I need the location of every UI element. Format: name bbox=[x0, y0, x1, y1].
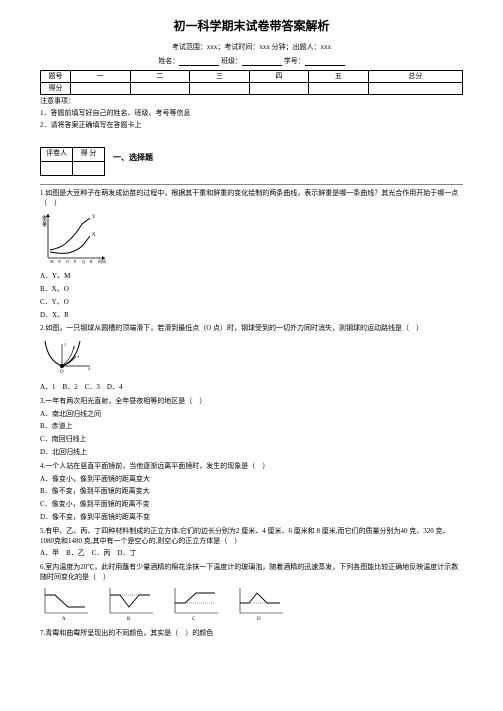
row-header: 得分 bbox=[41, 83, 71, 95]
option: B．X、O bbox=[40, 285, 463, 295]
svg-text:D: D bbox=[257, 617, 261, 621]
cell bbox=[71, 83, 131, 95]
option: B．像不变，像到平面镜的距离变大 bbox=[40, 487, 463, 497]
row-header: 题号 bbox=[41, 71, 71, 83]
svg-text:O: O bbox=[60, 370, 64, 375]
svg-text:3: 3 bbox=[77, 354, 79, 359]
svg-text:4: 4 bbox=[88, 366, 90, 371]
svg-text:C: C bbox=[192, 617, 196, 621]
col-header: 总分 bbox=[368, 71, 462, 83]
col-header: 三 bbox=[190, 71, 250, 83]
svg-text:O: O bbox=[66, 259, 69, 264]
name-blank bbox=[179, 57, 219, 66]
notice-item: 2．请将答案正确填写在答题卡上 bbox=[40, 121, 463, 131]
svg-text:1: 1 bbox=[64, 342, 66, 347]
id-label: 学号： bbox=[284, 57, 305, 65]
question-stem: 6.室内温度为20℃，此时用蘸有少量酒精的棉花涂抹一下温度计的玻璃泡，随着酒精的… bbox=[40, 563, 463, 583]
svg-text:R: R bbox=[90, 259, 93, 264]
q1-chart: Y X 重 量 M N O P Q R 时间 bbox=[40, 210, 463, 269]
option: A．Y、M bbox=[40, 272, 463, 282]
id-blank bbox=[305, 57, 345, 66]
options-inline: A．甲 B．乙 C．丙 D．丁 bbox=[40, 549, 463, 559]
cell bbox=[190, 83, 250, 95]
exam-meta-line2: 姓名： 班级： 学号： bbox=[40, 57, 463, 67]
svg-text:X: X bbox=[92, 233, 96, 238]
divider bbox=[40, 184, 463, 185]
cell bbox=[73, 161, 105, 175]
table-row: 得分 bbox=[41, 83, 463, 95]
cell bbox=[368, 83, 462, 95]
option: D．像不变，像到平面镜的距离不变 bbox=[40, 513, 463, 523]
page-title: 初一科学期末试卷带答案解析 bbox=[40, 18, 463, 35]
score-table: 题号 一 二 三 四 五 总分 得分 bbox=[40, 70, 463, 95]
svg-text:时间: 时间 bbox=[98, 258, 106, 264]
svg-text:量: 量 bbox=[42, 221, 47, 228]
col-header: 五 bbox=[309, 71, 369, 83]
question-stem: 2.如图，一只钢球从圆槽的顶端滑下，若滑到最低点（O 点）时，钢球受到的一切外力… bbox=[40, 324, 463, 334]
option: C．像变小，像到平面镜的距离不变 bbox=[40, 500, 463, 510]
table-row: 题号 一 二 三 四 五 总分 bbox=[41, 71, 463, 83]
svg-text:P: P bbox=[74, 259, 77, 264]
section-heading: 一、选择题 bbox=[113, 152, 153, 163]
q2-chart: O 1 2 3 4 bbox=[40, 336, 463, 380]
exam-meta-line1: 考试范围：xxx；考试时间：xxx 分钟；出题人：xxx bbox=[40, 43, 463, 53]
cell bbox=[309, 83, 369, 95]
question-stem: 4.一个人站在竖直平面镜前，当他逐渐远离平面镜时，发生的现象是（ ） bbox=[40, 462, 463, 472]
question-stem: 7.青霉和曲霉所呈现出的不同颜色，其实是（ ）的颜色 bbox=[40, 629, 463, 639]
question-stem: 3.一年有两次阳光直射，全年昼夜相等的地区是（ ） bbox=[40, 397, 463, 407]
class-blank bbox=[242, 57, 282, 66]
question-stem: 1.如图是大豆种子在萌发成幼苗的过程中，根据其干重和鲜重的变化绘制的两条曲线，表… bbox=[40, 189, 463, 209]
name-label: 姓名： bbox=[158, 57, 179, 65]
svg-text:重: 重 bbox=[42, 215, 47, 222]
svg-text:Y: Y bbox=[92, 215, 96, 220]
question-stem: 5.有甲、乙、丙、丁四种材料制成的正立方体,它们的边长分别为2 厘米、4 厘米、… bbox=[40, 527, 463, 547]
option: A．像变小，像到平面镜的距离变大 bbox=[40, 475, 463, 485]
svg-text:A: A bbox=[62, 617, 66, 621]
svg-text:2: 2 bbox=[73, 345, 75, 350]
rater-col: 评卷人 bbox=[41, 147, 73, 161]
col-header: 四 bbox=[249, 71, 309, 83]
option: D．北回归线上 bbox=[40, 448, 463, 458]
rater-table: 评卷人 得 分 bbox=[40, 147, 105, 176]
option: A．南北回归线之间 bbox=[40, 410, 463, 420]
svg-text:M: M bbox=[50, 259, 54, 264]
svg-text:B: B bbox=[127, 617, 131, 621]
cell bbox=[130, 83, 190, 95]
q6-charts: A B C D bbox=[40, 585, 463, 625]
svg-text:N: N bbox=[58, 259, 61, 264]
col-header: 一 bbox=[71, 71, 131, 83]
notice-item: 1．答题前填写好自己的姓名、班级、考号等信息 bbox=[40, 109, 463, 119]
cell bbox=[249, 83, 309, 95]
notice-header: 注意事项： bbox=[40, 97, 463, 107]
option: C．Y、O bbox=[40, 298, 463, 308]
svg-text:Q: Q bbox=[82, 259, 85, 264]
class-label: 班级： bbox=[221, 57, 242, 65]
rater-col: 得 分 bbox=[73, 147, 105, 161]
option: D．X、R bbox=[40, 311, 463, 321]
option: B．赤道上 bbox=[40, 422, 463, 432]
cell bbox=[41, 161, 73, 175]
option: C．南回归线上 bbox=[40, 435, 463, 445]
options-inline: A．1 B．2 C．3 D．4 bbox=[40, 383, 463, 393]
col-header: 二 bbox=[130, 71, 190, 83]
